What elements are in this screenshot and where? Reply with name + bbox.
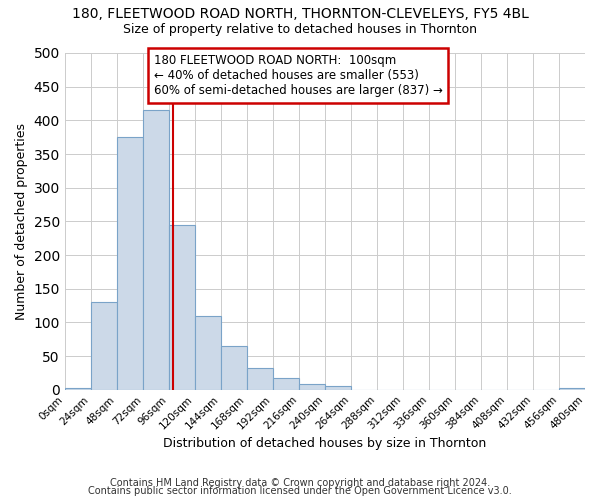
Bar — [221, 346, 247, 390]
Bar — [247, 368, 272, 390]
Text: Contains public sector information licensed under the Open Government Licence v3: Contains public sector information licen… — [88, 486, 512, 496]
Text: 180 FLEETWOOD ROAD NORTH:  100sqm
← 40% of detached houses are smaller (553)
60%: 180 FLEETWOOD ROAD NORTH: 100sqm ← 40% o… — [154, 54, 443, 98]
Bar — [143, 110, 169, 390]
X-axis label: Distribution of detached houses by size in Thornton: Distribution of detached houses by size … — [163, 437, 487, 450]
Y-axis label: Number of detached properties: Number of detached properties — [15, 123, 28, 320]
Bar — [273, 378, 299, 390]
Bar — [65, 388, 91, 390]
Bar — [325, 386, 350, 390]
Text: Size of property relative to detached houses in Thornton: Size of property relative to detached ho… — [123, 22, 477, 36]
Bar — [195, 316, 221, 390]
Bar — [117, 137, 143, 390]
Bar — [91, 302, 116, 390]
Bar — [559, 388, 585, 390]
Text: 180, FLEETWOOD ROAD NORTH, THORNTON-CLEVELEYS, FY5 4BL: 180, FLEETWOOD ROAD NORTH, THORNTON-CLEV… — [71, 8, 529, 22]
Text: Contains HM Land Registry data © Crown copyright and database right 2024.: Contains HM Land Registry data © Crown c… — [110, 478, 490, 488]
Bar — [299, 384, 325, 390]
Bar — [169, 224, 194, 390]
